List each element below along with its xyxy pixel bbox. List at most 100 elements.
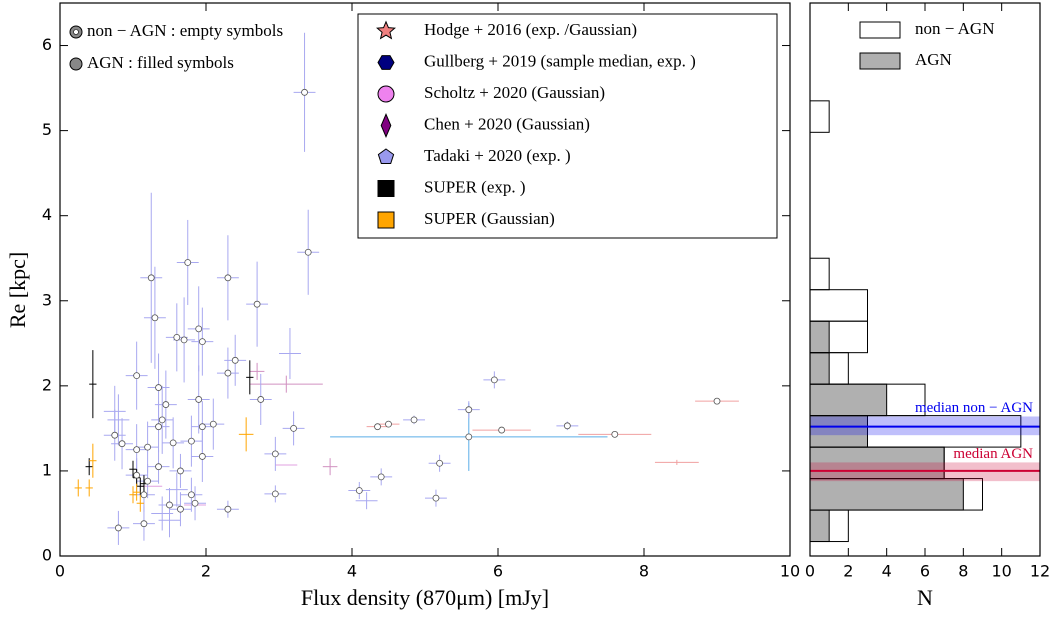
plot-frame — [809, 2, 1041, 557]
y-tick-label: 0 — [42, 546, 52, 565]
empty-indicator — [198, 423, 206, 431]
empty-indicator — [713, 397, 721, 405]
x-axis-label: N — [917, 585, 933, 610]
empty-indicator — [195, 325, 203, 333]
legend-label: Scholtz + 2020 (Gaussian) — [424, 83, 605, 102]
empty-indicator — [410, 416, 418, 424]
empty-indicator — [198, 338, 206, 346]
note-text: AGN : filled symbols — [87, 53, 234, 72]
empty-indicator — [140, 520, 148, 528]
empty-indicator — [169, 439, 177, 447]
empty-indicator — [155, 423, 162, 431]
marker — [377, 180, 395, 197]
empty-indicator — [209, 420, 217, 428]
empty-indicator — [115, 524, 122, 532]
y-tick-label: 6 — [42, 35, 52, 54]
empty-indicator — [304, 248, 312, 256]
legend-label: AGN — [915, 50, 952, 69]
legend-label: Tadaki + 2020 (exp. ) — [424, 146, 571, 165]
x-tick-label: 10 — [991, 562, 1011, 581]
empty-indicator — [377, 473, 385, 481]
empty-indicator — [191, 499, 199, 507]
empty-indicator — [498, 426, 506, 434]
marker — [377, 85, 395, 103]
x-axis-label: Flux density (870μm) [mJy] — [301, 585, 549, 610]
empty-indicator — [271, 490, 279, 498]
empty-indicator — [133, 372, 141, 380]
median-label: median non − AGN — [915, 400, 1033, 416]
empty-indicator — [465, 406, 473, 414]
y-axis-label: Re [kpc] — [5, 252, 30, 328]
empty-indicator — [133, 471, 141, 479]
x-tick-label: 10 — [780, 562, 800, 581]
empty-indicator — [111, 431, 119, 439]
empty-indicator — [144, 443, 152, 451]
hist-bar — [809, 383, 888, 417]
x-tick-label: 8 — [958, 562, 968, 581]
note-symbol-dot — [73, 29, 79, 35]
plot-frame — [59, 2, 791, 557]
empty-indicator — [465, 433, 473, 441]
x-tick-label: 8 — [639, 562, 649, 581]
empty-indicator — [155, 463, 162, 471]
y-tick-label: 3 — [42, 290, 52, 309]
note-text: non − AGN : empty symbols — [87, 21, 283, 40]
empty-indicator — [611, 430, 619, 438]
markers — [111, 88, 721, 532]
empty-indicator — [158, 416, 166, 424]
empty-indicator — [563, 422, 571, 430]
empty-indicator — [173, 333, 181, 341]
x-tick-label: 2 — [201, 562, 211, 581]
marker — [380, 113, 392, 138]
empty-indicator — [436, 459, 444, 467]
x-tick-label: 6 — [920, 562, 930, 581]
empty-indicator — [290, 424, 298, 432]
legend-label: Hodge + 2016 (exp. /Gaussian) — [424, 20, 637, 39]
legend-label: Gullberg + 2019 (sample median, exp. ) — [424, 51, 696, 70]
hist-bar — [809, 415, 868, 448]
empty-indicator — [140, 491, 148, 499]
empty-indicator — [187, 491, 195, 499]
empty-indicator — [166, 501, 173, 509]
hist-bar — [809, 509, 830, 543]
empty-indicator — [355, 487, 363, 494]
median-label: median AGN — [953, 446, 1033, 462]
empty-indicator — [490, 376, 498, 384]
legend-label: non − AGN — [915, 19, 994, 38]
empty-indicator — [385, 420, 392, 428]
empty-indicator — [180, 336, 188, 344]
y-tick-label: 1 — [42, 460, 52, 479]
hist-bar — [809, 478, 964, 511]
x-tick-label: 0 — [805, 562, 815, 581]
empty-indicator — [151, 314, 159, 322]
empty-indicator — [177, 505, 184, 513]
marker — [377, 211, 395, 229]
empty-indicator — [144, 477, 152, 485]
legend-swatch — [859, 21, 901, 39]
empty-indicator — [118, 440, 126, 448]
hist-bar — [809, 320, 830, 354]
empty-indicator — [271, 450, 279, 458]
empty-indicator — [195, 396, 203, 403]
empty-indicator — [374, 423, 381, 431]
empty-indicator — [301, 88, 308, 96]
empty-indicator — [133, 446, 141, 454]
marker — [377, 148, 395, 164]
y-tick-label: 4 — [42, 205, 52, 224]
y-tick-label: 2 — [42, 375, 52, 394]
note-symbol — [69, 57, 83, 71]
empty-indicator — [224, 505, 232, 513]
marker — [376, 20, 396, 40]
hist-bar — [809, 352, 830, 385]
empty-indicator — [253, 300, 261, 308]
x-tick-label: 2 — [843, 562, 853, 581]
legend-box — [357, 13, 778, 239]
empty-indicator — [184, 259, 192, 266]
x-tick-label: 6 — [493, 562, 503, 581]
empty-indicator — [231, 356, 239, 364]
x-tick-label: 12 — [1030, 562, 1050, 581]
y-tick-label: 5 — [42, 120, 52, 139]
empty-indicator — [187, 437, 195, 445]
empty-indicator — [155, 384, 162, 391]
empty-indicator — [432, 494, 440, 502]
